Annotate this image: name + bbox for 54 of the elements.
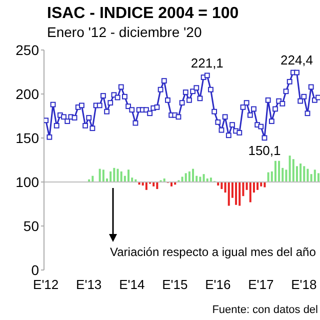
bar	[220, 182, 223, 190]
bar	[235, 182, 238, 205]
bar	[202, 174, 205, 182]
bar	[238, 182, 241, 206]
bar	[288, 156, 291, 182]
bar	[249, 182, 252, 202]
bar	[274, 160, 276, 182]
annotation: Variación respecto a igual mes del año	[110, 245, 316, 259]
x-tick-label: E'14	[119, 277, 145, 292]
bar	[303, 166, 306, 182]
bar	[292, 159, 294, 182]
x-tick-label: E'15	[162, 277, 188, 292]
bar	[267, 172, 270, 182]
bar	[264, 182, 266, 188]
bar	[256, 182, 259, 190]
bar	[278, 160, 280, 182]
y-tick-label: 250	[16, 42, 40, 58]
y-tick-label: 200	[16, 86, 40, 102]
bar	[116, 168, 119, 182]
bar	[98, 168, 101, 182]
y-tick-label: 50	[23, 218, 40, 234]
x-tick-label: E'12	[33, 277, 59, 292]
bar	[306, 168, 309, 182]
y-tick-label: 100	[16, 174, 40, 190]
bar	[181, 176, 184, 182]
chart-subtitle: Enero '12 - diciembre '20	[47, 24, 202, 40]
annotation: 150,1	[248, 143, 281, 158]
bar	[192, 168, 194, 182]
bar	[188, 171, 190, 182]
bar	[199, 176, 202, 182]
bar	[228, 182, 230, 206]
bar	[156, 182, 158, 190]
chart-title: ISAC - INDICE 2004 = 100	[47, 5, 239, 23]
y-tick-label: 150	[16, 130, 40, 146]
bar	[110, 171, 112, 182]
bar	[300, 164, 302, 182]
bar	[102, 170, 104, 182]
bar	[285, 170, 288, 182]
bar	[92, 176, 94, 182]
bar	[120, 171, 122, 182]
x-tick-label: E'18	[291, 277, 317, 292]
y-tick-label: 0	[31, 262, 40, 278]
bar	[317, 173, 320, 182]
bar	[314, 170, 316, 182]
x-tick-label: E'13	[76, 277, 102, 292]
source-note: Fuente: con datos del	[212, 304, 318, 316]
x-tick-label: E'16	[205, 277, 231, 292]
bar	[184, 173, 187, 182]
bar	[145, 182, 148, 190]
annotation: 221,1	[190, 55, 224, 70]
annotation: 224,4	[280, 52, 314, 68]
bar	[113, 168, 116, 182]
x-tick-label: E'17	[248, 277, 274, 292]
bar	[128, 170, 130, 182]
